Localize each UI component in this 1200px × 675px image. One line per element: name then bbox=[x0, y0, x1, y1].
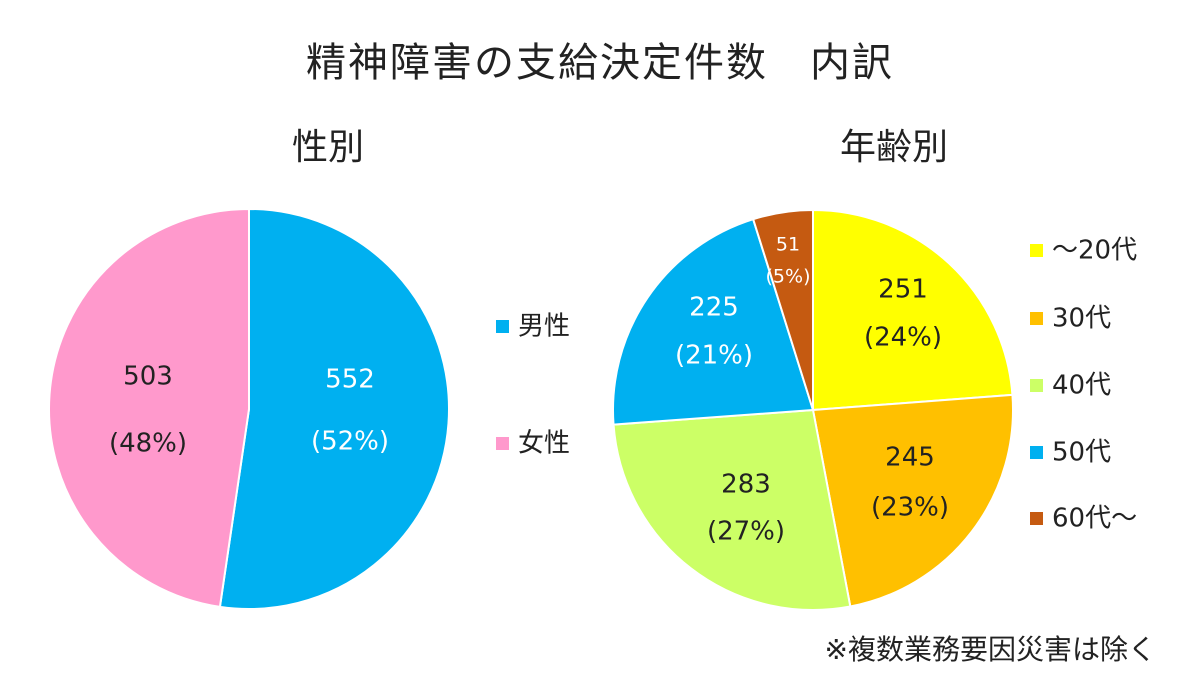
gender-slice-1 bbox=[48, 207, 250, 609]
age-value-label-1: 245 bbox=[885, 443, 935, 473]
age-pie: 251 (24%) 245 (23%) 283 (27%) 225 (21%) 51 (5%) bbox=[612, 208, 1014, 611]
gender-pie: 552 (52%) 503 (48%) bbox=[48, 207, 450, 610]
age-value-label-3: 225 bbox=[689, 293, 739, 323]
age-value-label-2: 283 bbox=[721, 470, 771, 500]
age-percent-label-0: (24%) bbox=[864, 323, 942, 353]
gender-value-label-0: 552 bbox=[325, 365, 375, 395]
age-slice-2 bbox=[612, 408, 852, 611]
footnote: ※複数業務要因災害は除く bbox=[824, 633, 1156, 666]
age-legend-swatch-1 bbox=[1030, 312, 1043, 325]
age-slice-4 bbox=[751, 208, 814, 411]
age-legend-label-2: 40代 bbox=[1052, 371, 1111, 401]
age-percent-label-4: (5%) bbox=[766, 266, 811, 288]
age-legend-label-3: 50代 bbox=[1052, 438, 1111, 468]
gender-legend-label-1: 女性 bbox=[518, 429, 570, 459]
gender-percent-label-0: (52%) bbox=[311, 427, 389, 457]
age-legend-swatch-4 bbox=[1030, 512, 1043, 525]
gender-value-label-1: 503 bbox=[123, 362, 173, 392]
gender-legend-swatch-1 bbox=[496, 437, 509, 450]
gender-chart-title: 性別 bbox=[291, 127, 364, 168]
age-legend-swatch-3 bbox=[1030, 446, 1043, 459]
age-percent-label-2: (27%) bbox=[707, 517, 785, 547]
age-legend: ～20代 30代 40代 50代 60代～ bbox=[1030, 236, 1137, 534]
age-chart-title: 年齢別 bbox=[839, 127, 948, 168]
age-legend-label-4: 60代～ bbox=[1052, 504, 1137, 534]
age-slice-0 bbox=[812, 208, 1014, 412]
gender-legend-label-0: 男性 bbox=[518, 312, 570, 342]
gender-slice-0 bbox=[218, 207, 450, 610]
age-value-label-4: 51 bbox=[776, 234, 800, 256]
age-legend-label-1: 30代 bbox=[1052, 304, 1111, 334]
age-value-label-0: 251 bbox=[878, 275, 928, 305]
age-slice-1 bbox=[811, 393, 1014, 608]
age-legend-label-0: ～20代 bbox=[1052, 236, 1137, 266]
gender-percent-label-1: (48%) bbox=[109, 429, 187, 459]
chart-title: 精神障害の支給決定件数 内訳 bbox=[306, 40, 894, 86]
age-percent-label-1: (23%) bbox=[871, 493, 949, 523]
age-legend-swatch-0 bbox=[1030, 244, 1043, 257]
age-slice-3 bbox=[612, 217, 815, 426]
age-legend-swatch-2 bbox=[1030, 379, 1043, 392]
gender-legend-swatch-0 bbox=[496, 320, 509, 333]
age-percent-label-3: (21%) bbox=[675, 341, 753, 371]
